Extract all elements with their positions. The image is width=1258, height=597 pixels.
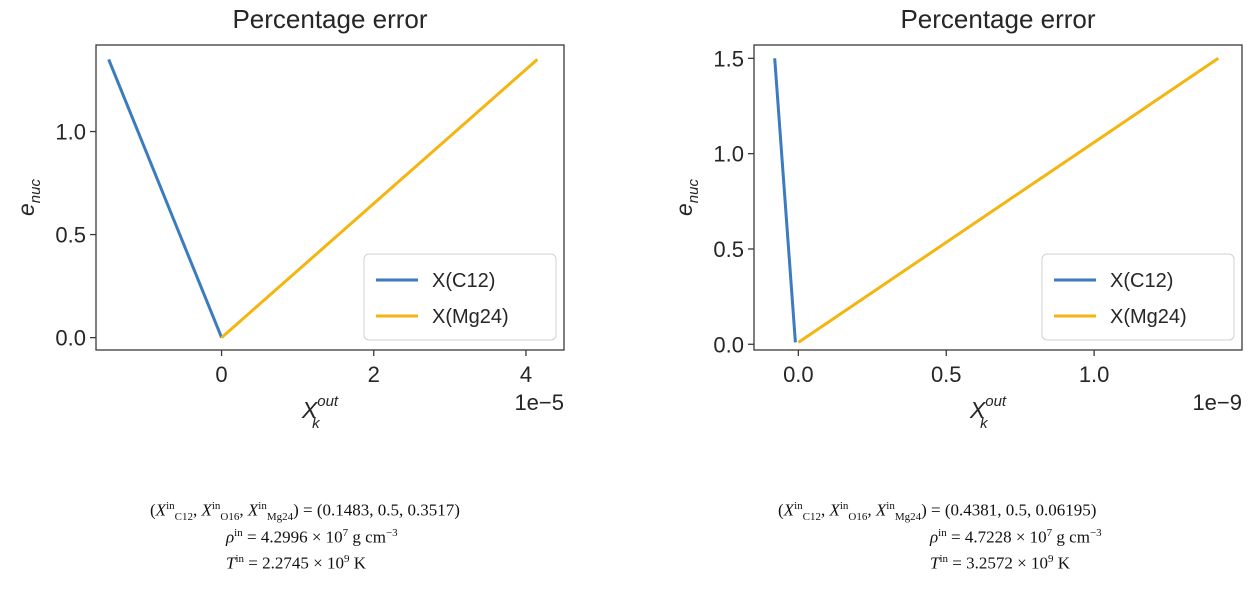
legend-box-left — [363, 253, 557, 341]
plot-frame-right — [753, 44, 1243, 351]
legend-label-mg24-left: X(Mg24) — [432, 306, 509, 328]
temperature-value-left: 2.2745 — [262, 553, 309, 573]
legend-right: X(C12) X(Mg24) — [1041, 253, 1235, 341]
y-tick-label-left: 0.5 — [55, 223, 86, 248]
x-axis-label-base-left: X — [301, 397, 319, 423]
chart-right: Percentage error 0.0 0.5 1.0 0.0 0.5 1.0 1.5 1e−… — [671, 4, 1243, 432]
x-tick-label-right: 0.5 — [931, 362, 962, 387]
y-tick-label-left: 0.0 — [55, 326, 86, 351]
chart-title-left: Percentage error — [232, 4, 427, 34]
temperature-unit-right: K — [1057, 553, 1070, 573]
y-tick-label-right: 0.0 — [713, 332, 744, 357]
chart-left: Percentage error 0 2 4 0.0 0.5 1.0 1e−5 Xout k enu… — [13, 4, 565, 432]
legend-box-right — [1041, 253, 1235, 341]
y-axis-label-right: enuc — [671, 179, 702, 216]
y-tick-label-left: 1.0 — [55, 120, 86, 145]
density-unit-left: g cm — [352, 527, 386, 547]
temperature-value-right: 3.2572 — [966, 553, 1013, 573]
x-tick-label-left: 0 — [215, 362, 227, 387]
x-axis-label-right: Xout k — [969, 393, 1007, 432]
x-axis-label-sub-right: k — [980, 415, 989, 432]
legend-left: X(C12) X(Mg24) — [363, 253, 557, 341]
temperature-exp-left: 9 — [343, 553, 350, 565]
caption-density-right: ρin = 4.7228 × 107 g cm−3 — [930, 527, 1102, 547]
density-exp-left: 7 — [342, 527, 349, 539]
x-offset-label-right: 1e−9 — [1192, 390, 1242, 415]
x-axis-label-sup-left: out — [317, 393, 339, 410]
x-tick-label-right: 0.0 — [783, 362, 814, 387]
plot-frame-left — [95, 44, 565, 351]
x-offset-label-left: 1e−5 — [514, 390, 564, 415]
legend-label-mg24-right: X(Mg24) — [1110, 306, 1187, 328]
y-tick-label-right: 1.5 — [713, 46, 744, 71]
density-value-right: 4.7228 — [964, 527, 1012, 547]
y-tick-label-right: 0.5 — [713, 237, 744, 262]
caption-density-left: ρin = 4.2996 × 107 g cm−3 — [226, 527, 398, 547]
x-tick-label-left: 4 — [520, 362, 532, 387]
x-axis-label-sup-right: out — [985, 393, 1007, 410]
y-axis-label-sub-left: nuc — [27, 179, 44, 204]
legend-label-c12-left: X(C12) — [432, 270, 495, 292]
y-axis-label-left: enuc — [13, 179, 44, 216]
x-tick-label-right: 1.0 — [1079, 362, 1110, 387]
y-axis-label-base-left: e — [13, 203, 39, 216]
temperature-exp-right: 9 — [1047, 553, 1054, 565]
x-axis-label-left: Xout k — [301, 393, 339, 432]
legend-label-c12-right: X(C12) — [1110, 270, 1173, 292]
y-axis-label-base-right: e — [671, 203, 697, 216]
density-exp-right: 7 — [1046, 527, 1053, 539]
x-tick-label-left: 2 — [368, 362, 380, 387]
x-axis-label-sub-left: k — [312, 415, 321, 432]
y-axis-label-sub-right: nuc — [685, 179, 702, 204]
composition-values-left: (0.1483, 0.5, 0.3517) — [316, 500, 460, 520]
chart-title-right: Percentage error — [900, 4, 1095, 34]
series-line-mg24-left — [220, 58, 539, 339]
x-axis-label-base-right: X — [969, 397, 987, 423]
caption-temperature-right: Tin = 3.2572 × 109 K — [930, 553, 1070, 573]
caption-composition-left: (XinC12, XinO16, XinMg24) = (0.1483, 0.5… — [150, 500, 460, 524]
y-tick-label-right: 1.0 — [713, 142, 744, 167]
caption-composition-right: (XinC12, XinO16, XinMg24) = (0.4381, 0.5… — [778, 500, 1097, 524]
density-value-left: 4.2996 — [260, 527, 308, 547]
composition-values-right: (0.4381, 0.5, 0.06195) — [944, 500, 1097, 520]
series-line-c12-right — [773, 58, 797, 343]
density-unit-exp-left: −3 — [385, 527, 398, 539]
density-unit-exp-right: −3 — [1089, 527, 1102, 539]
temperature-unit-left: K — [353, 553, 366, 573]
density-unit-right: g cm — [1056, 527, 1090, 547]
series-line-mg24-right — [797, 57, 1220, 344]
series-line-c12-left — [107, 58, 223, 339]
caption-temperature-left: Tin = 2.2745 × 109 K — [226, 553, 366, 573]
